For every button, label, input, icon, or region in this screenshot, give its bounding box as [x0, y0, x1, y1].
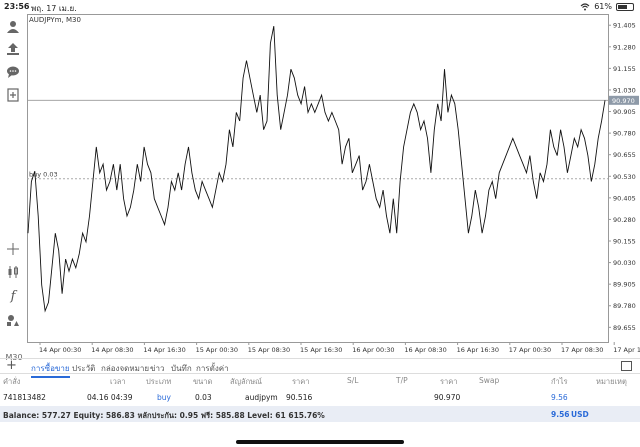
- row-volume: 0.03: [195, 393, 212, 402]
- y-tick-label: 91.155: [613, 65, 636, 73]
- col-order: คำสั่ง: [3, 377, 21, 386]
- col-time: เวลา: [110, 377, 126, 386]
- x-tick-label: 16 Apr 00:30: [352, 346, 394, 354]
- chart-svg[interactable]: 91.405 91.280 91.155 91.030 90.905 90.780 90.6…: [27, 14, 640, 358]
- row-order: 741813482: [3, 393, 46, 402]
- col-profit: กำไร: [551, 377, 568, 386]
- y-tick-label: 91.030: [613, 86, 636, 94]
- y-tick-label: 90.280: [613, 216, 636, 224]
- col-open-price: ราคา: [292, 377, 310, 386]
- y-tick-label: 90.030: [613, 259, 636, 267]
- price-series-line: [27, 26, 606, 313]
- y-tick-label: 90.780: [613, 130, 636, 138]
- candles-icon[interactable]: [4, 263, 22, 281]
- x-tick-label: 14 Apr 08:30: [91, 346, 133, 354]
- x-tick-label: 16 Apr 16:30: [457, 346, 499, 354]
- battery-percent: 61%: [594, 2, 612, 11]
- col-volume: ขนาด: [193, 377, 213, 386]
- row-profit: 9.56: [551, 393, 568, 402]
- balance-text: Balance: 577.27 Equity: 586.83 หลักประกั…: [3, 411, 325, 420]
- x-tick-label: 14 Apr 00:30: [39, 346, 81, 354]
- x-tick-label: 17 Apr 08:30: [561, 346, 603, 354]
- chat-icon[interactable]: [4, 63, 22, 81]
- add-page-icon[interactable]: [4, 86, 22, 104]
- col-swap: Swap: [479, 376, 500, 385]
- tab-journal[interactable]: บันทึก: [171, 364, 192, 373]
- buy-level-label: buy 0.03: [29, 171, 58, 179]
- x-tick-label: 17 Apr 00:30: [509, 346, 551, 354]
- timeframe-label[interactable]: M30: [5, 353, 23, 362]
- y-tick-label: 90.655: [613, 151, 636, 159]
- table-row[interactable]: 741813482 04.16 04:39 buy 0.03 audjpym 9…: [0, 393, 640, 406]
- row-symbol: audjpym: [245, 393, 278, 402]
- col-sl: S/L: [347, 376, 359, 385]
- status-date: พฤ. 17 เม.ย.: [31, 4, 77, 13]
- balance-currency: USD: [571, 410, 589, 419]
- y-tick-label: 91.405: [613, 22, 636, 30]
- orders-table-header: คำสั่ง เวลา ประเภท ขนาด สัญลักษณ์ ราคา S…: [0, 376, 640, 389]
- tab-trade[interactable]: การซื้อขาย: [31, 362, 70, 378]
- price-chart[interactable]: 91.405 91.280 91.155 91.030 90.905 90.780 90.6…: [27, 14, 640, 358]
- function-icon[interactable]: f: [10, 288, 16, 304]
- row-open-price: 90.516: [286, 393, 313, 402]
- current-price-badge: [609, 95, 639, 105]
- layout-icon[interactable]: [621, 361, 632, 371]
- x-tick-label: 15 Apr 08:30: [248, 346, 290, 354]
- y-tick-label: 90.530: [613, 173, 636, 181]
- y-tick-label: 90.905: [613, 108, 636, 116]
- person-icon[interactable]: [4, 18, 22, 36]
- tab-mailbox[interactable]: กล่องจดหมาย: [101, 364, 150, 373]
- col-price: ราคา: [440, 377, 458, 386]
- col-symbol: สัญลักษณ์: [230, 377, 263, 386]
- row-price: 90.970: [434, 393, 461, 402]
- x-tick-label: 15 Apr 00:30: [196, 346, 238, 354]
- tab-news[interactable]: ข่าว: [150, 364, 165, 373]
- status-time: 23:56: [4, 2, 30, 11]
- col-tp: T/P: [396, 376, 408, 385]
- left-toolbar: f M30: [0, 14, 27, 362]
- crosshair-icon[interactable]: [4, 240, 22, 258]
- symbol-label: AUDJPYm, M30: [29, 16, 81, 24]
- row-time: 04.16 04:39: [87, 393, 133, 402]
- status-bar: 23:56 พฤ. 17 เม.ย. 61%: [0, 0, 640, 14]
- battery-icon: [616, 2, 634, 11]
- x-tick-label: 15 Apr 16:30: [300, 346, 342, 354]
- add-icon[interactable]: +: [6, 358, 17, 373]
- current-price-label: 90.970: [612, 97, 635, 105]
- x-tick-label: 17 Apr 16:30: [613, 346, 640, 354]
- chart-frame: [27, 14, 609, 343]
- balance-bar: Balance: 577.27 Equity: 586.83 หลักประกั…: [0, 406, 640, 422]
- objects-icon[interactable]: [4, 311, 22, 329]
- battery-fill: [618, 4, 627, 9]
- wifi-icon: [580, 2, 590, 10]
- col-type: ประเภท: [146, 377, 172, 386]
- y-tick-label: 89.780: [613, 302, 636, 310]
- share-icon[interactable]: [4, 40, 22, 58]
- tab-settings[interactable]: การตั้งค่า: [196, 364, 229, 373]
- terminal-tabs: + การซื้อขาย ประวัติ กล่องจดหมาย ข่าว บั…: [0, 358, 640, 378]
- status-right: 61%: [580, 2, 634, 11]
- y-tick-label: 90.405: [613, 194, 636, 202]
- home-indicator: [236, 440, 404, 444]
- y-tick-label: 90.155: [613, 238, 636, 246]
- x-tick-label: 14 Apr 16:30: [143, 346, 185, 354]
- balance-profit: 9.56: [551, 410, 570, 419]
- col-comment: หมายเหตุ: [596, 377, 627, 386]
- y-tick-label: 89.905: [613, 281, 636, 289]
- row-type: buy: [157, 393, 171, 402]
- y-tick-label: 91.280: [613, 43, 636, 51]
- x-tick-label: 16 Apr 08:30: [404, 346, 446, 354]
- y-tick-label: 89.655: [613, 324, 636, 332]
- tab-history[interactable]: ประวัติ: [72, 364, 96, 373]
